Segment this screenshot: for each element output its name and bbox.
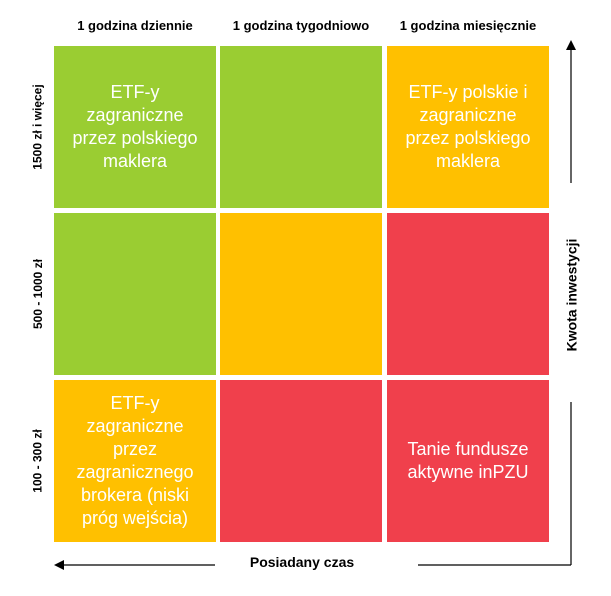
cell-mid-weekly	[220, 213, 382, 375]
cell-high-daily: ETF-y zagraniczne przez polskiego makler…	[54, 46, 216, 208]
cell-low-daily: ETF-y zagraniczne przez zagranicznego br…	[54, 380, 216, 542]
y-axis-label-text: Kwota inwestycji	[563, 238, 579, 352]
column-header-weekly: 1 godzina tygodniowo	[232, 18, 370, 33]
column-header-daily: 1 godzina dziennie	[77, 18, 193, 33]
cell-low-monthly: Tanie fundusze aktywne inPZU	[387, 380, 549, 542]
cell-low-monthly-text: Tanie fundusze aktywne inPZU	[407, 439, 529, 482]
column-header-monthly: 1 godzina miesięcznie	[399, 18, 537, 33]
cell-high-daily-text: ETF-y zagraniczne przez polskiego makler…	[72, 82, 198, 171]
y-axis-label: Kwota inwestycji	[560, 215, 582, 375]
cell-high-weekly	[220, 46, 382, 208]
x-axis-label: Posiadany czas	[249, 554, 355, 570]
cell-low-weekly	[220, 380, 382, 542]
cell-high-monthly: ETF-y polskie i zagraniczne przez polski…	[387, 46, 549, 208]
cell-mid-daily	[54, 213, 216, 375]
cell-low-daily-text: ETF-y zagraniczne przez zagranicznego br…	[76, 393, 194, 528]
cell-high-monthly-text: ETF-y polskie i zagraniczne przez polski…	[405, 82, 531, 171]
cell-mid-monthly	[387, 213, 549, 375]
